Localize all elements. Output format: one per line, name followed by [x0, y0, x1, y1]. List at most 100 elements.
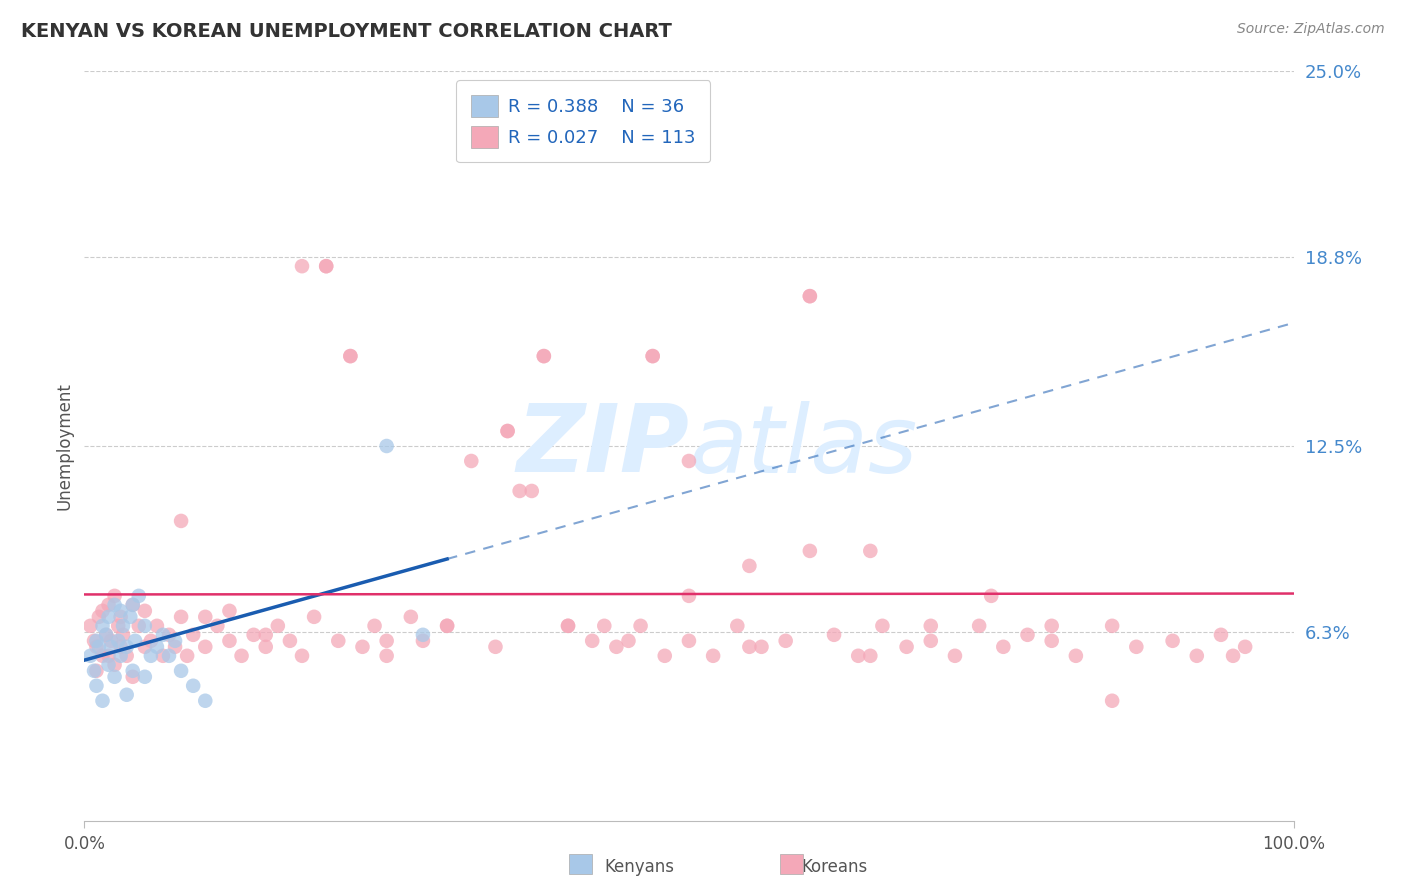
Text: Kenyans: Kenyans: [605, 858, 675, 876]
Point: [181, 628, 204, 642]
Point: [120, 610, 142, 624]
Point: [496, 424, 519, 438]
Point: [920, 619, 942, 633]
Point: [943, 648, 966, 663]
Point: [87, 640, 110, 654]
Point: [110, 610, 132, 624]
Point: [134, 640, 156, 654]
Point: [112, 628, 135, 642]
Point: [79, 619, 101, 633]
Point: [1234, 640, 1257, 654]
Point: [605, 640, 627, 654]
Point: [375, 648, 398, 663]
Point: [121, 664, 143, 678]
Point: [110, 604, 132, 618]
Point: [104, 598, 127, 612]
Point: [702, 648, 724, 663]
Text: Koreans: Koreans: [801, 858, 868, 876]
Point: [86, 633, 108, 648]
Point: [194, 640, 217, 654]
Point: [170, 514, 193, 528]
Point: [1101, 619, 1123, 633]
Point: [339, 349, 361, 363]
Point: [302, 610, 325, 624]
Point: [115, 688, 138, 702]
Point: [165, 633, 187, 648]
Point: [738, 558, 761, 573]
Point: [436, 619, 458, 633]
Point: [134, 619, 156, 633]
Point: [165, 640, 187, 654]
Point: [617, 633, 640, 648]
Point: [278, 633, 301, 648]
Point: [967, 619, 990, 633]
Point: [352, 640, 374, 654]
Point: [363, 619, 385, 633]
Point: [339, 349, 361, 363]
Point: [399, 610, 422, 624]
Point: [1209, 628, 1232, 642]
Point: [104, 657, 127, 672]
Point: [194, 610, 217, 624]
Point: [176, 648, 198, 663]
Point: [291, 259, 314, 273]
Point: [110, 640, 132, 654]
Point: [94, 628, 117, 642]
Point: [79, 648, 101, 663]
Point: [751, 640, 773, 654]
Point: [799, 289, 821, 303]
Point: [97, 657, 120, 672]
Point: [896, 640, 918, 654]
Point: [1161, 633, 1184, 648]
Point: [980, 589, 1002, 603]
Point: [315, 259, 337, 273]
Point: [231, 648, 253, 663]
Point: [83, 633, 105, 648]
Text: ZIP: ZIP: [516, 400, 689, 492]
Point: [104, 670, 127, 684]
Point: [86, 640, 108, 654]
Point: [1064, 648, 1087, 663]
Point: [1040, 633, 1063, 648]
Point: [134, 604, 156, 618]
Point: [152, 648, 174, 663]
Point: [97, 610, 120, 624]
Point: [872, 619, 894, 633]
Point: [375, 439, 398, 453]
Point: [460, 454, 482, 468]
Point: [1125, 640, 1147, 654]
Point: [121, 670, 143, 684]
Point: [630, 619, 652, 633]
Point: [124, 633, 146, 648]
Point: [254, 640, 277, 654]
Point: [641, 349, 664, 363]
Point: [1040, 619, 1063, 633]
Point: [1222, 648, 1244, 663]
Point: [91, 619, 114, 633]
Point: [218, 604, 240, 618]
Point: [115, 648, 138, 663]
Point: [170, 610, 193, 624]
Point: [100, 640, 122, 654]
Point: [134, 670, 156, 684]
Point: [107, 619, 129, 633]
Point: [412, 633, 434, 648]
Point: [207, 619, 229, 633]
Point: [484, 640, 506, 654]
Point: [91, 694, 114, 708]
Point: [496, 424, 519, 438]
Point: [100, 633, 122, 648]
Point: [152, 628, 174, 642]
Point: [678, 454, 700, 468]
Point: [412, 628, 434, 642]
Point: [533, 349, 555, 363]
Point: [725, 619, 748, 633]
Point: [112, 619, 135, 633]
Point: [97, 598, 120, 612]
Point: [87, 610, 110, 624]
Point: [139, 633, 162, 648]
Point: [218, 633, 240, 648]
Point: [641, 349, 664, 363]
Point: [846, 648, 869, 663]
Point: [94, 628, 117, 642]
